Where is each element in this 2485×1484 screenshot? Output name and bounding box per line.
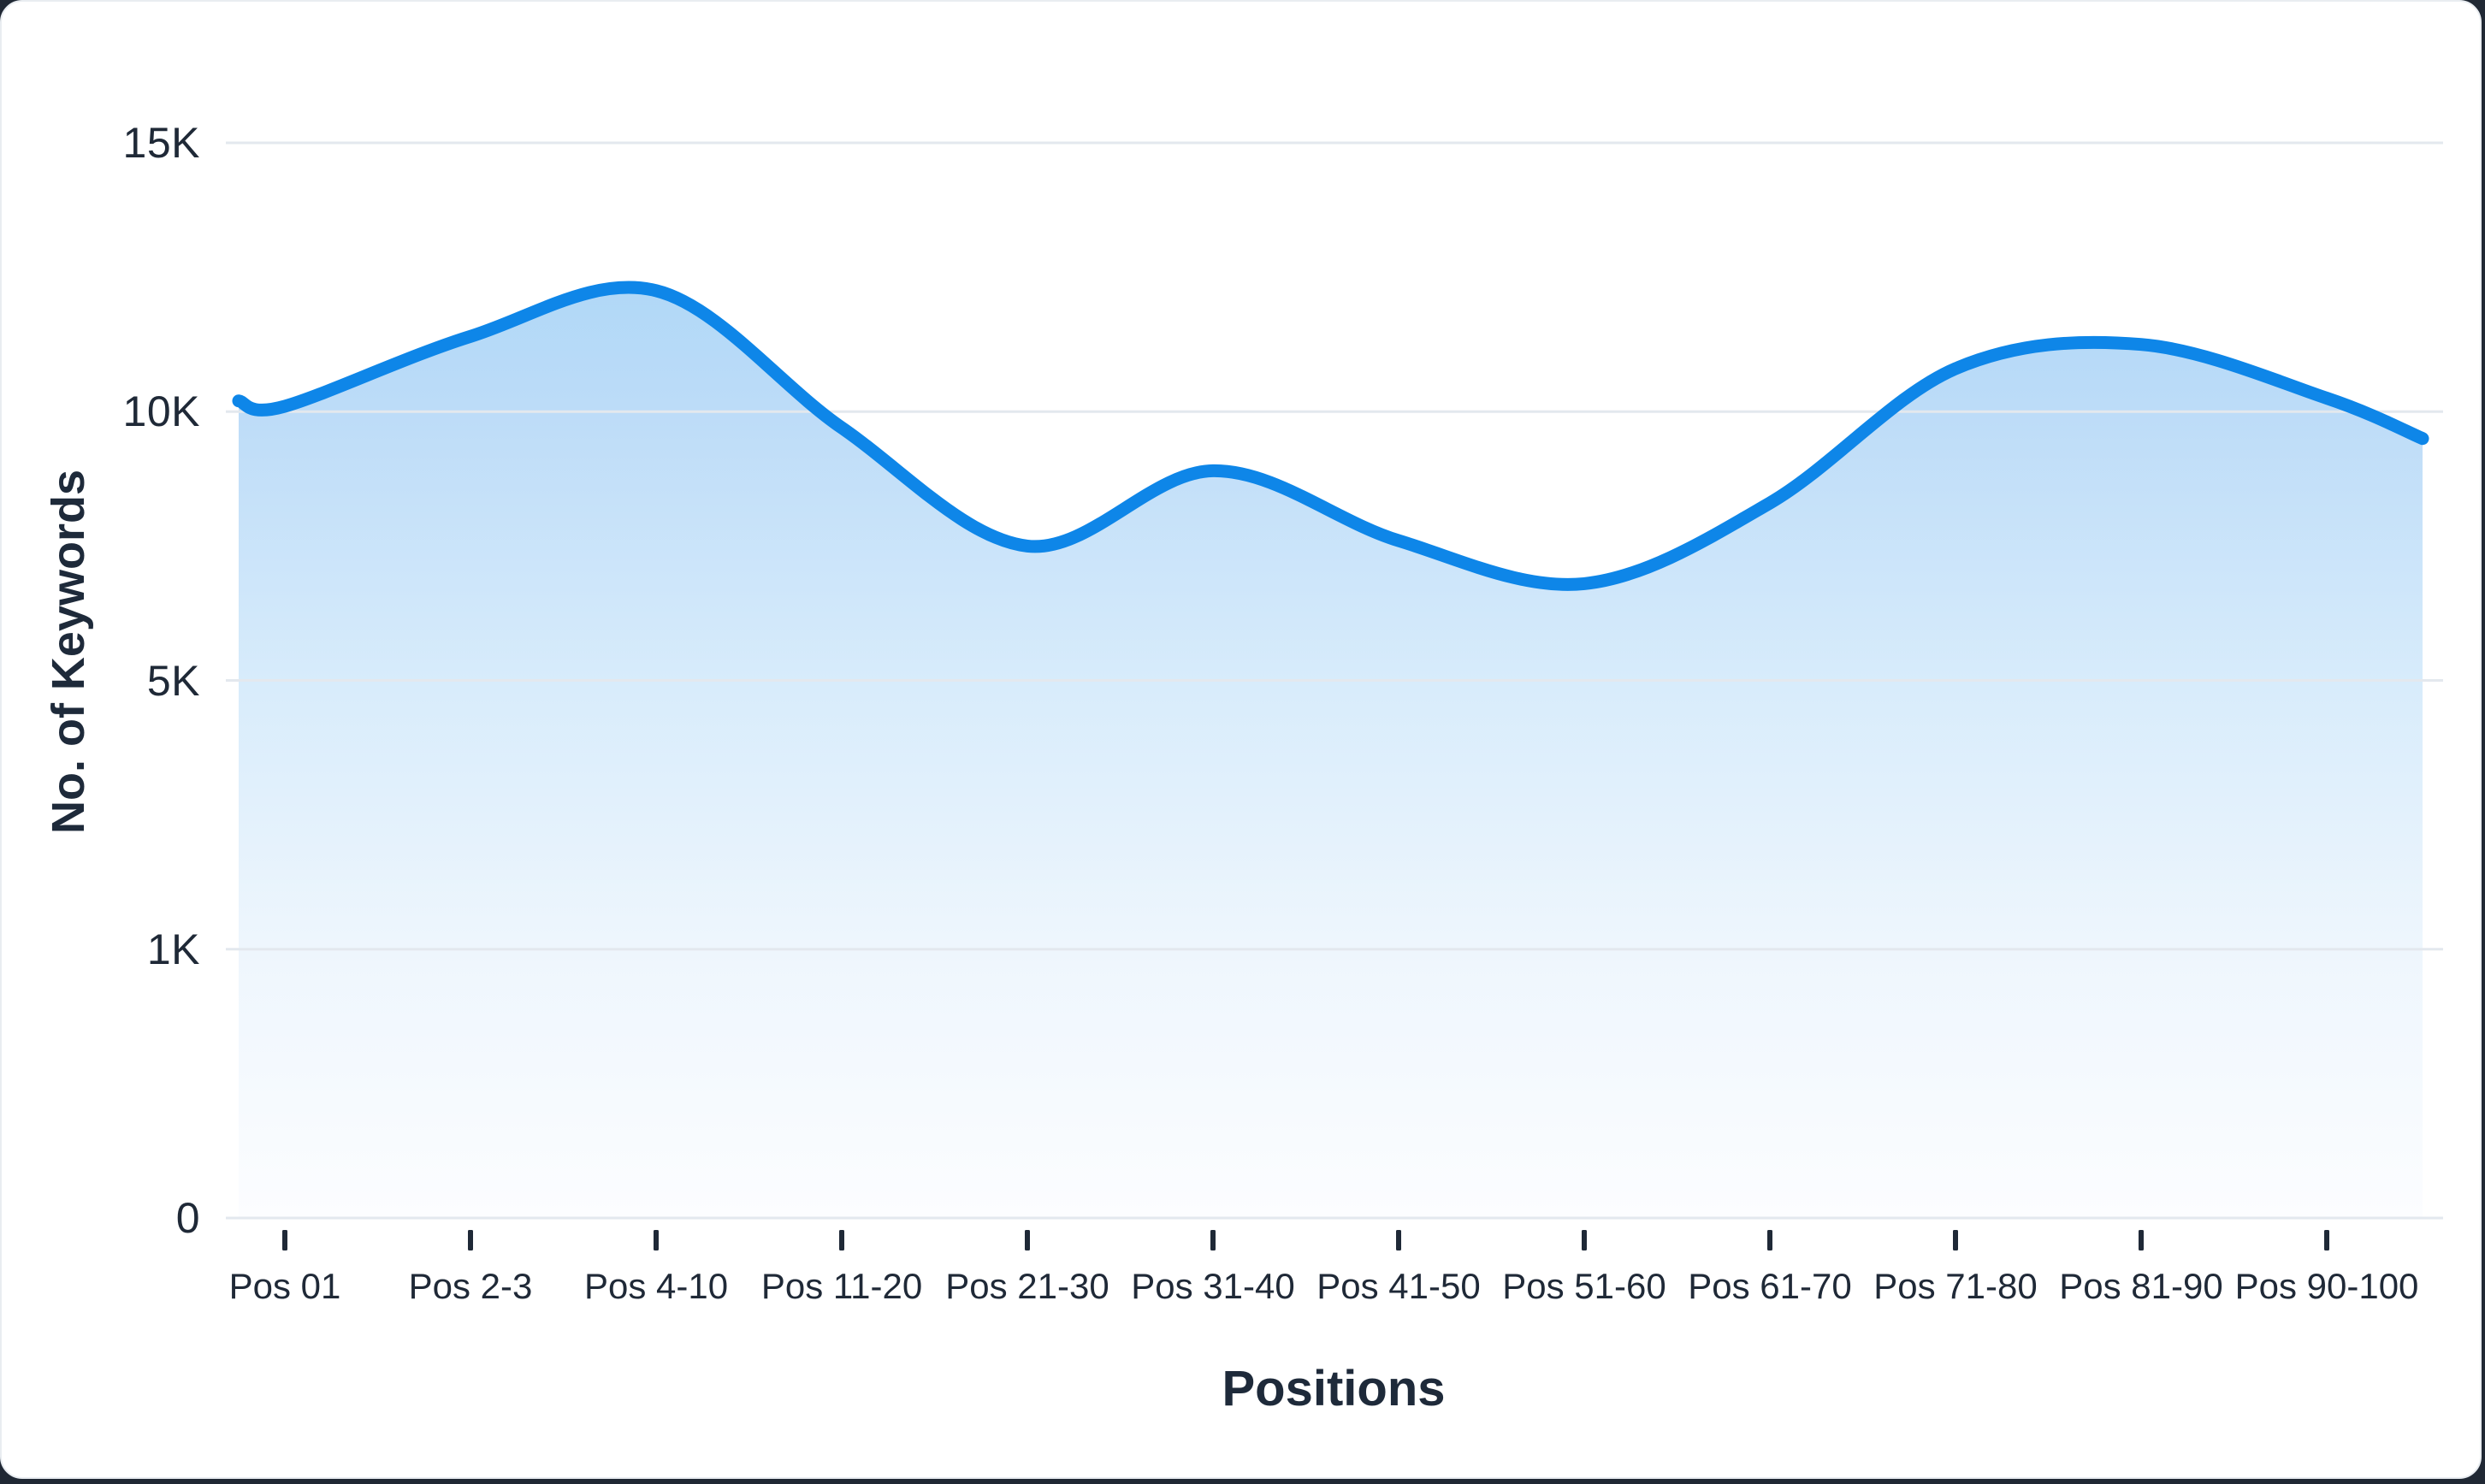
tick-mark: [1210, 1230, 1216, 1250]
y-axis-label: 0: [175, 1194, 200, 1242]
gridlines: [226, 141, 2443, 1220]
x-axis-label: Pos 21-30: [945, 1266, 1109, 1306]
tick-mark: [2324, 1230, 2329, 1250]
y-axis-label: 1K: [146, 925, 200, 973]
tick-mark: [468, 1230, 473, 1250]
x-axis-label: Pos 4-10: [583, 1266, 729, 1306]
x-axis-label: Pos 61-70: [1688, 1266, 1852, 1306]
tick-mark: [1025, 1230, 1030, 1250]
x-axis-label: Pos 31-40: [1131, 1266, 1295, 1306]
x-axis-label: Pos 71-80: [1873, 1266, 2038, 1306]
tick-mark: [2139, 1230, 2144, 1250]
x-axis-label: Pos 01: [228, 1266, 341, 1306]
tick-mark: [1953, 1230, 1958, 1250]
x-axis-title: Positions: [1222, 1361, 1446, 1416]
y-axis-label: 15K: [122, 119, 200, 167]
tick-mark: [282, 1230, 287, 1250]
x-axis-label: Pos 51-60: [1502, 1266, 1666, 1306]
tick-mark: [839, 1230, 844, 1250]
tick-mark: [1396, 1230, 1401, 1250]
y-axis-label: 5K: [146, 656, 200, 705]
x-axis-label: Pos 11-20: [760, 1266, 923, 1306]
x-axis-label: Pos 41-50: [1316, 1266, 1481, 1306]
x-axis-label: Pos 2-3: [408, 1266, 533, 1306]
x-axis-label: Pos 81-90: [2059, 1266, 2223, 1306]
trend-line: [232, 281, 2429, 591]
y-axis-title: No. of Keywords: [43, 469, 94, 835]
tick-mark: [1767, 1230, 1772, 1250]
x-axis-label: Pos 90-100: [2234, 1266, 2419, 1306]
area-fill: [239, 287, 2423, 1218]
tick-mark: [654, 1230, 659, 1250]
tick-mark: [1582, 1230, 1587, 1250]
x-axis-ticks: [282, 1230, 2329, 1250]
y-axis-label: 10K: [122, 387, 200, 436]
